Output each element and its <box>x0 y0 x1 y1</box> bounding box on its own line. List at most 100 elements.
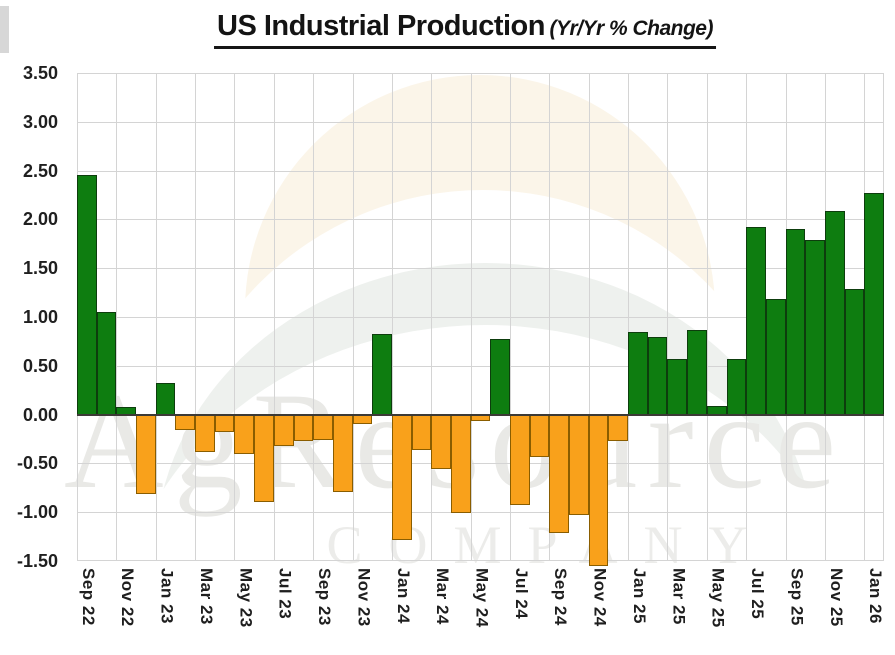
gridline-vertical <box>195 73 197 561</box>
bar-jun-23 <box>254 414 274 503</box>
x-tick-label: Sep 22 <box>78 568 98 626</box>
x-tick-label: Nov 24 <box>590 568 610 627</box>
y-tick-label: 0.00 <box>22 404 58 425</box>
gridline-vertical <box>155 73 157 561</box>
gridline-vertical <box>352 73 354 561</box>
x-tick-label: Nov 23 <box>354 568 374 627</box>
bar-oct-24 <box>569 414 589 516</box>
bar-jul-24 <box>510 414 530 506</box>
bar-mar-25 <box>667 358 688 415</box>
gridline-horizontal <box>77 219 884 221</box>
bar-dec-23 <box>372 333 392 415</box>
gridline-horizontal <box>77 365 884 367</box>
x-tick-label: Jul 25 <box>748 568 768 620</box>
bar-dec-24 <box>608 414 629 441</box>
gridline-vertical <box>116 73 118 561</box>
gridline-vertical <box>234 73 236 561</box>
gridline-vertical <box>431 73 433 561</box>
chart-title-main: US Industrial Production <box>217 10 545 42</box>
y-tick-label: -1.00 <box>16 502 58 523</box>
bar-sep-25 <box>785 229 806 415</box>
bar-nov-23 <box>352 414 373 425</box>
gridline-horizontal <box>77 73 884 74</box>
gridline-vertical <box>391 73 393 561</box>
y-tick-label: 3.50 <box>22 63 58 83</box>
bar-apr-24 <box>450 414 471 514</box>
bar-apr-23 <box>214 414 235 433</box>
bar-jul-25 <box>746 227 766 415</box>
gridline-horizontal <box>77 560 884 561</box>
y-tick-label: 1.00 <box>22 307 58 327</box>
x-tick-label: Mar 23 <box>196 568 216 625</box>
gridline-vertical <box>706 73 708 561</box>
y-tick-label: 3.00 <box>22 111 58 132</box>
x-tick-label: Jan 26 <box>866 568 886 624</box>
gridline-horizontal <box>77 317 884 318</box>
x-tick-label: Sep 23 <box>315 568 335 626</box>
x-tick-label: May 25 <box>708 568 728 628</box>
bar-aug-23 <box>293 414 314 441</box>
x-tick-label: May 24 <box>472 568 492 628</box>
gridline-vertical <box>667 73 669 561</box>
bar-feb-24 <box>411 414 432 450</box>
bar-aug-24 <box>529 414 550 457</box>
bar-sep-22 <box>77 174 97 415</box>
x-tick-label: Jul 24 <box>511 568 531 620</box>
x-tick-label: May 23 <box>236 568 256 628</box>
y-tick-label: 2.00 <box>22 209 58 230</box>
zero-axis-line <box>77 413 884 416</box>
chart-title: US Industrial Production (Yr/Yr % Change… <box>214 10 716 49</box>
y-tick-label: -1.50 <box>16 551 58 571</box>
y-tick-label: 1.50 <box>22 258 58 279</box>
x-tick-label: Sep 25 <box>787 568 807 626</box>
chart-title-sub: (Yr/Yr % Change) <box>549 17 713 40</box>
bar-dec-22 <box>136 414 156 494</box>
gridline-vertical <box>549 73 551 561</box>
bar-sep-24 <box>549 414 570 533</box>
gridline-vertical <box>628 73 630 561</box>
bar-jan-24 <box>391 414 412 541</box>
bar-jan-23 <box>155 383 176 415</box>
bar-mar-23 <box>195 414 215 452</box>
gridline-horizontal <box>77 268 884 270</box>
gridline-horizontal <box>77 463 884 465</box>
x-tick-label: Jul 23 <box>275 568 295 620</box>
bar-feb-25 <box>647 336 668 415</box>
edge-artifact <box>0 6 9 53</box>
bar-aug-25 <box>765 299 786 415</box>
bar-oct-25 <box>805 239 825 415</box>
x-tick-label: Nov 25 <box>826 568 846 627</box>
bar-oct-23 <box>332 414 353 492</box>
bar-oct-22 <box>96 312 117 415</box>
gridline-horizontal <box>77 121 884 123</box>
bar-may-24 <box>470 414 491 422</box>
x-tick-label: Mar 24 <box>433 568 453 625</box>
y-tick-label: 2.50 <box>22 160 58 181</box>
bar-jul-23 <box>273 414 294 446</box>
gridline-horizontal <box>77 512 884 514</box>
gridline-vertical <box>313 73 315 561</box>
bar-dec-25 <box>844 288 865 415</box>
x-tick-label: Jan 23 <box>157 568 177 624</box>
x-tick-label: Jan 25 <box>629 568 649 624</box>
gridline-horizontal <box>77 170 884 172</box>
x-tick-label: Mar 25 <box>669 568 689 625</box>
gridline-vertical <box>273 73 275 561</box>
bar-may-23 <box>234 414 255 454</box>
bar-jun-25 <box>726 358 747 415</box>
y-tick-label: -0.50 <box>16 453 58 474</box>
bar-sep-23 <box>313 414 333 440</box>
plot-area <box>77 73 884 566</box>
x-tick-label: Sep 24 <box>551 568 571 626</box>
gridline-vertical <box>470 73 472 561</box>
bar-jun-24 <box>490 339 510 415</box>
bar-jan-26 <box>864 193 884 415</box>
y-tick-label: 0.50 <box>22 355 58 376</box>
bar-mar-24 <box>431 414 451 470</box>
bar-apr-25 <box>687 329 707 415</box>
bar-feb-23 <box>175 414 196 431</box>
x-tick-label: Nov 22 <box>118 568 138 627</box>
bar-nov-25 <box>824 210 845 415</box>
x-tick-label: Jan 24 <box>393 568 413 624</box>
